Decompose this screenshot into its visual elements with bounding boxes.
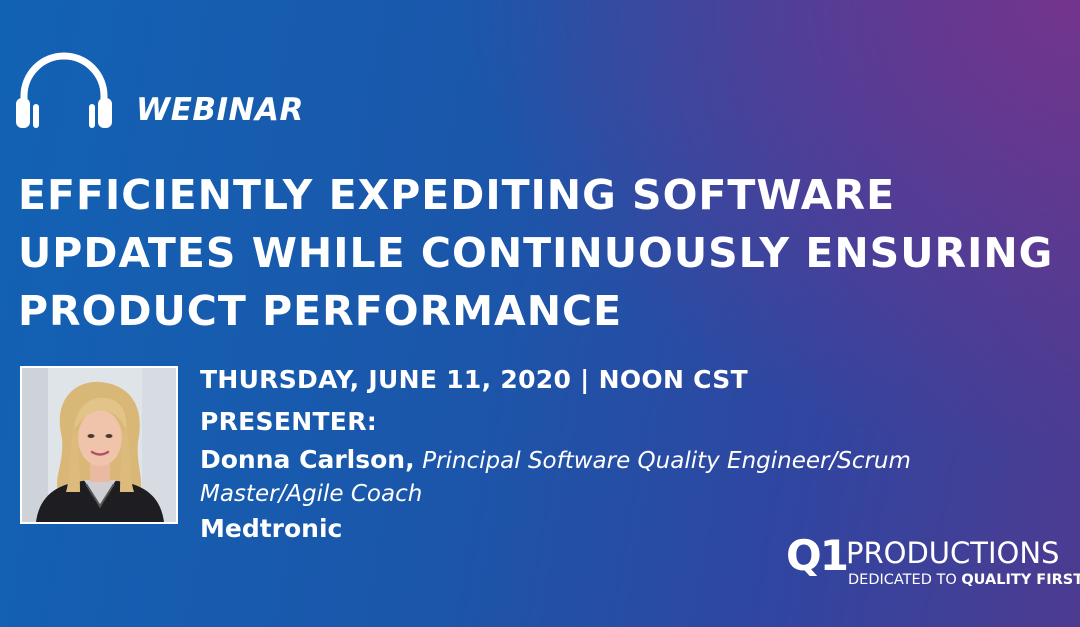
logo-tagline: DEDICATED TO QUALITY FIRST [848,572,1080,588]
presenter-photo [20,366,178,524]
event-date-time: THURSDAY, JUNE 11, 2020 | NOON CST [200,365,748,394]
presenter-line: Donna Carlson, Principal Software Qualit… [200,444,1020,510]
q1-productions-logo: Q1 PRODUCTIONS DEDICATED TO QUALITY FIRS… [786,532,1080,592]
logo-tagline-emphasis: QUALITY FIRST [961,572,1080,588]
headphones-icon [16,52,112,128]
presenter-role: Principal Software Quality Engineer/Scru… [200,448,911,507]
event-type-label: WEBINAR [136,92,304,128]
title-line: UPDATES WHILE CONTINUOUSLY ENSURING [18,229,1054,277]
logo-mark: Q1 [786,531,849,580]
event-details: THURSDAY, JUNE 11, 2020 | NOON CST PRESE… [200,362,1060,546]
logo-tagline-prefix: DEDICATED TO [848,572,957,588]
presenter-label: PRESENTER: [200,407,378,436]
presenter-name: Donna Carlson, [200,445,415,474]
title-line: PRODUCT PERFORMANCE [18,287,623,335]
title-line: EFFICIENTLY EXPEDITING SOFTWARE [18,171,896,219]
event-title: EFFICIENTLY EXPEDITING SOFTWARE UPDATES … [18,166,1068,340]
presenter-company: Medtronic [200,514,343,543]
logo-brand: PRODUCTIONS [846,536,1060,570]
